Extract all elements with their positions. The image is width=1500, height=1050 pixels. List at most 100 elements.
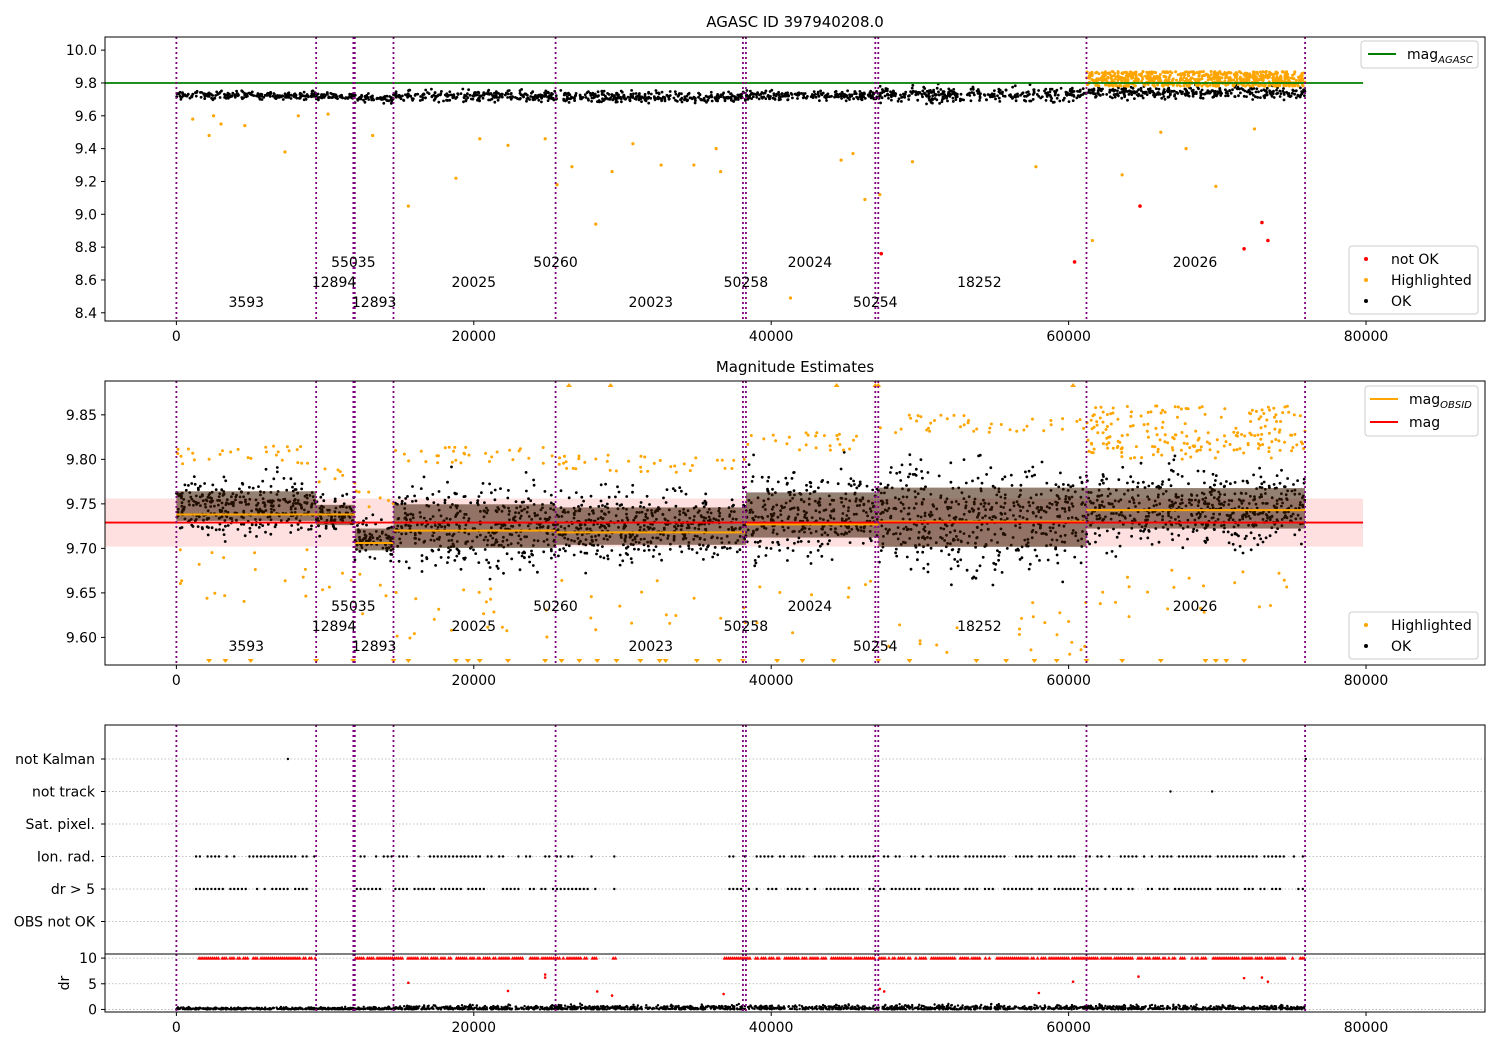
ok-point	[778, 549, 781, 552]
ok-point	[713, 546, 717, 549]
ok-point	[786, 481, 789, 485]
not-ok-point	[879, 251, 884, 256]
ok-point	[1260, 482, 1264, 486]
ok-point	[290, 93, 293, 97]
highlighted-point	[1294, 79, 1298, 82]
highlighted-point	[1095, 77, 1099, 81]
highlighted-point	[1090, 78, 1094, 82]
ok-point	[601, 545, 604, 548]
ok-point	[975, 89, 979, 93]
ok-point	[1023, 94, 1026, 98]
highlighted-point	[1101, 77, 1105, 81]
highlighted-point	[1176, 73, 1180, 77]
ok-point	[813, 92, 817, 96]
ok-point	[367, 98, 371, 101]
ok-point	[805, 483, 808, 487]
ok-point	[889, 466, 893, 469]
ok-point-core	[393, 504, 556, 548]
ok-point	[494, 90, 498, 93]
ok-point	[1303, 94, 1306, 97]
ok-point	[932, 88, 935, 92]
ok-point	[300, 487, 303, 491]
ok-point	[879, 482, 883, 486]
y-tick-label: 8.8	[75, 240, 97, 256]
ok-point	[998, 550, 1001, 554]
ok-point	[816, 93, 820, 96]
ok-point	[629, 96, 632, 99]
ok-point	[946, 99, 949, 103]
ok-point	[408, 88, 412, 92]
ok-point	[753, 540, 757, 544]
ok-point	[680, 489, 683, 493]
ok-point	[206, 533, 210, 537]
ok-point	[978, 99, 981, 102]
ok-point	[889, 471, 892, 474]
highlighted-point	[1184, 70, 1188, 74]
ok-point	[1191, 94, 1195, 98]
ok-point	[464, 94, 468, 98]
highlighted-point	[296, 114, 300, 118]
ok-point	[916, 550, 919, 554]
ok-point	[993, 89, 996, 92]
ok-point	[770, 88, 774, 92]
ok-point	[1054, 92, 1057, 95]
ok-point	[752, 453, 755, 457]
ok-point	[1173, 94, 1176, 98]
obsid-label: 55035	[331, 255, 376, 271]
ok-point	[1118, 544, 1122, 548]
ok-point	[450, 465, 453, 469]
ok-point	[1210, 89, 1214, 92]
ok-point	[1048, 90, 1052, 94]
ok-point	[799, 540, 803, 543]
ok-point	[440, 90, 443, 93]
ok-point	[1125, 89, 1128, 93]
ok-point	[826, 542, 830, 546]
ok-point	[496, 559, 500, 563]
ok-point	[1066, 483, 1070, 487]
ok-point	[1158, 92, 1161, 96]
ok-point	[506, 96, 509, 99]
ok-point	[1187, 482, 1190, 486]
highlighted-point	[1119, 84, 1123, 88]
highlighted-point	[1280, 70, 1284, 74]
ok-point	[921, 95, 924, 99]
ok-point	[514, 500, 518, 503]
ok-point	[243, 534, 247, 538]
ok-point	[1157, 87, 1161, 91]
ok-point	[224, 94, 227, 97]
ok-point	[935, 86, 939, 90]
highlighted-point	[1291, 73, 1295, 77]
ok-point	[844, 99, 848, 103]
ok-point	[1302, 477, 1306, 481]
ok-point	[455, 95, 459, 99]
highlighted-point	[1193, 77, 1197, 81]
ok-point	[530, 91, 533, 95]
highlighted-point	[1154, 71, 1158, 75]
highlighted-point	[1252, 127, 1257, 131]
ok-point	[643, 549, 646, 552]
ok-point	[1037, 94, 1041, 98]
ok-point	[364, 517, 368, 520]
ok-point	[672, 96, 676, 100]
ok-point	[1067, 100, 1071, 103]
ok-point	[544, 92, 548, 96]
highlighted-point	[1260, 83, 1264, 87]
ok-point	[523, 92, 527, 96]
ok-point	[475, 93, 479, 97]
ok-point	[956, 550, 960, 554]
ok-point	[894, 547, 898, 551]
ok-point	[878, 94, 882, 98]
ok-point	[899, 479, 903, 482]
ok-point	[647, 91, 650, 95]
ok-point	[645, 494, 649, 498]
ok-point	[704, 548, 708, 551]
highlighted-point	[1244, 77, 1248, 81]
ok-point	[439, 92, 443, 96]
highlighted-point	[594, 222, 598, 226]
ok-point	[895, 554, 899, 558]
ok-point	[320, 96, 324, 100]
ok-point	[1021, 91, 1025, 95]
ok-point	[747, 463, 751, 466]
ok-point	[699, 547, 703, 551]
y-tick-label: 9.0	[75, 207, 97, 223]
